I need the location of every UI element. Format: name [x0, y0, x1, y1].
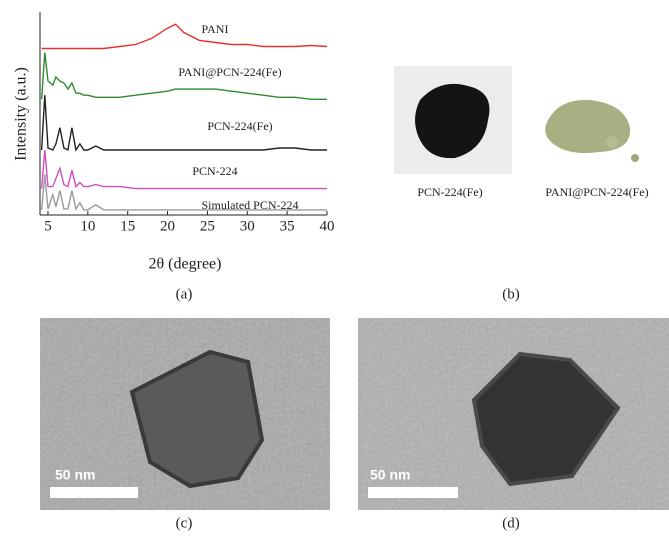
series-label: PCN-224	[192, 164, 237, 178]
series-line	[40, 174, 327, 211]
series-line	[41, 23, 328, 50]
panel-label: (a)	[176, 286, 193, 302]
scale-label: 50 nm	[370, 467, 410, 483]
scale-label: 50 nm	[55, 467, 95, 483]
scale-bar	[368, 487, 458, 498]
green-granule	[606, 136, 618, 148]
x-tick-label: 25	[200, 218, 215, 234]
series-line	[40, 52, 327, 100]
x-tick-label: 35	[280, 218, 295, 234]
scale-bar	[50, 487, 138, 498]
series-label: PANI@PCN-224(Fe)	[178, 65, 281, 79]
x-tick-label: 5	[44, 218, 52, 234]
photo-label: PCN-224(Fe)	[417, 185, 482, 199]
x-tick-label: 10	[80, 218, 95, 234]
series-label: PCN-224(Fe)	[207, 119, 272, 133]
particle	[129, 349, 265, 489]
black-powder	[415, 83, 490, 159]
x-axis-label: 2θ (degree)	[149, 256, 222, 273]
x-tick-label: 15	[120, 218, 135, 234]
y-axis-label: Intensity (a.u.)	[13, 67, 30, 161]
green-powder	[545, 99, 631, 154]
green-granule	[631, 154, 639, 162]
photo-label: PANI@PCN-224(Fe)	[545, 185, 648, 199]
series-label: PANI	[202, 22, 229, 36]
series-label: Simulated PCN-224	[201, 198, 298, 212]
panel-label: (c)	[176, 515, 193, 531]
x-tick-label: 30	[240, 218, 255, 234]
series-line	[40, 149, 327, 190]
x-tick-label: 40	[320, 218, 335, 234]
particle	[471, 351, 621, 487]
series-line	[40, 95, 327, 152]
panel-label: (d)	[502, 515, 520, 531]
x-tick-label: 20	[160, 218, 175, 234]
panel-label: (b)	[502, 286, 520, 302]
